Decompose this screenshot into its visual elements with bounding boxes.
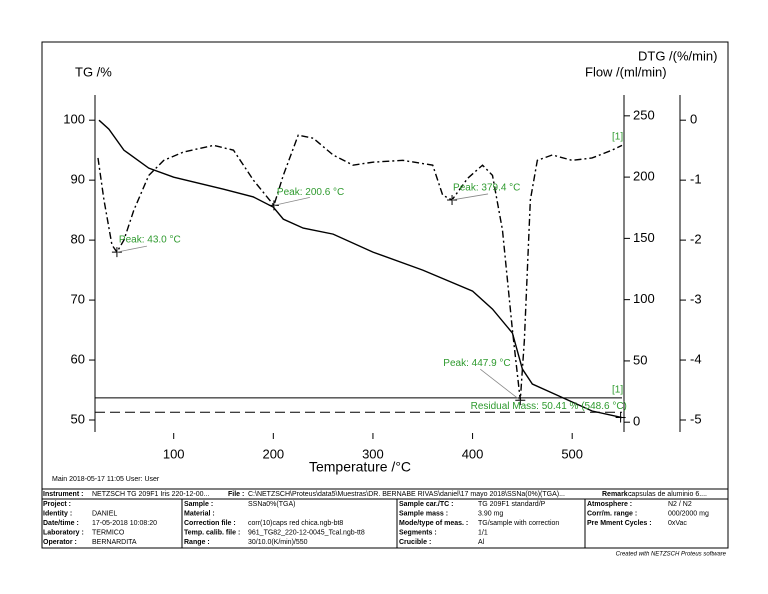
info-value: SSNa0%(TGA): [248, 501, 295, 508]
annotation: Peak: 200.6 °C: [277, 187, 344, 198]
info-value: 1/1: [478, 529, 488, 536]
data-line: [98, 119, 623, 419]
info-value: 30/10.0(K/min)/550: [248, 539, 308, 546]
info-label: File :: [228, 491, 244, 498]
curve-tag: [1]: [612, 132, 623, 143]
y-tick-label: 60: [71, 351, 85, 366]
y2-tick-label: -3: [690, 292, 702, 307]
info-label: Identity :: [43, 510, 72, 517]
info-label: Laboratory :: [43, 529, 84, 536]
y2-axis-label: DTG /(%/min): [638, 48, 717, 63]
info-value: DANIEL: [92, 510, 117, 517]
info-value: 17-05-2018 10:08:20: [92, 520, 157, 527]
annotation-leader: [451, 193, 489, 201]
info-value: corr(10)caps red chica.ngb-bt8: [248, 520, 343, 527]
peak-marker: [447, 194, 458, 205]
y2-tick-label: -4: [690, 351, 702, 366]
y-tick-label: 100: [63, 112, 85, 127]
info-label: Sample car./TC :: [399, 501, 453, 508]
y2-tick-label: 0: [690, 112, 697, 127]
y3-tick-label: 50: [633, 352, 647, 367]
y-tick-label: 50: [71, 411, 85, 426]
info-label: Material :: [184, 510, 215, 517]
y3-axis-label: Flow /(ml/min): [585, 64, 667, 79]
info-value: 3.90 mg: [478, 510, 503, 517]
annotation-leader: [480, 368, 521, 401]
y3-tick-label: 200: [633, 169, 655, 184]
y3-tick-label: 100: [633, 291, 655, 306]
data-line: [97, 134, 623, 401]
info-value: BERNARDITA: [92, 539, 137, 546]
info-value: N2 / N2: [668, 501, 692, 508]
info-label: Sample :: [184, 501, 213, 508]
curve-tag: [1]: [612, 385, 623, 396]
y2-tick-label: -2: [690, 232, 702, 247]
info-value: Al: [478, 539, 485, 546]
annotation: Peak: 43.0 °C: [119, 235, 181, 246]
info-label: Project :: [43, 501, 71, 508]
x-tick-label: 300: [362, 446, 384, 461]
peak-marker: [615, 412, 626, 423]
annotation: Residual Mass: 50.41 % (548.6 °C): [471, 401, 627, 412]
y3-tick-label: 0: [633, 414, 640, 429]
x-tick-label: 400: [462, 446, 484, 461]
annotation: Peak: 447.9 °C: [443, 358, 510, 369]
info-label: Segments :: [399, 529, 437, 536]
info-value: 0xVac: [668, 520, 687, 527]
info-label: Instrument :: [43, 491, 83, 498]
peak-marker: [268, 200, 279, 211]
info-value: TERMICO: [92, 529, 125, 536]
info-label: Atmosphere :: [587, 501, 632, 508]
y-tick-label: 90: [71, 172, 85, 187]
y3-tick-label: 250: [633, 107, 655, 122]
y2-tick-label: -5: [690, 411, 702, 426]
info-value: C:\NETZSCH\Proteus\data5\Muestras\DR. BE…: [248, 491, 565, 498]
info-label: Date/time :: [43, 520, 79, 527]
footer-main: Main 2018-05-17 11:05 User: User: [52, 476, 160, 483]
y-tick-label: 70: [71, 292, 85, 307]
info-label: Correction file :: [184, 520, 236, 527]
info-label: Sample mass :: [399, 510, 448, 517]
x-tick-label: 500: [561, 446, 583, 461]
info-label: Mode/type of meas. :: [399, 520, 468, 527]
x-tick-label: 100: [163, 446, 185, 461]
annotation-leader: [116, 245, 147, 253]
x-tick-label: 200: [262, 446, 284, 461]
y-axis-label: TG /%: [75, 64, 112, 79]
y2-tick-label: -1: [690, 172, 702, 187]
y3-tick-label: 150: [633, 230, 655, 245]
info-label: Pre Mment Cycles :: [587, 520, 652, 527]
y-tick-label: 80: [71, 232, 85, 247]
frame: [41, 41, 729, 549]
info-label: Operator :: [43, 539, 77, 546]
info-value: capsulas de aluminio 6....: [628, 491, 707, 498]
annotation-leader: [273, 196, 311, 206]
info-label: Remark :: [602, 491, 632, 498]
x-axis-label: Temperature /°C: [309, 459, 411, 475]
info-label: Corr/m. range :: [587, 510, 637, 517]
info-value: 000/2000 mg: [668, 510, 709, 517]
info-value: NETZSCH TG 209F1 Iris 220-12-00...: [92, 491, 209, 498]
info-value: 961_TG82_220-12-0045_Tcal.ngb-tt8: [248, 529, 365, 536]
info-value: TG/sample with correction: [478, 520, 559, 527]
peak-marker: [515, 395, 526, 406]
footer-credit: Created with NETZSCH Proteus software: [616, 552, 727, 558]
info-value: TG 209F1 standard/P: [478, 501, 546, 508]
annotation: Peak: 379.4 °C: [453, 183, 520, 194]
info-label: Crucible :: [399, 539, 431, 546]
info-label: Range :: [184, 539, 210, 546]
info-label: Temp. calib. file :: [184, 529, 240, 536]
